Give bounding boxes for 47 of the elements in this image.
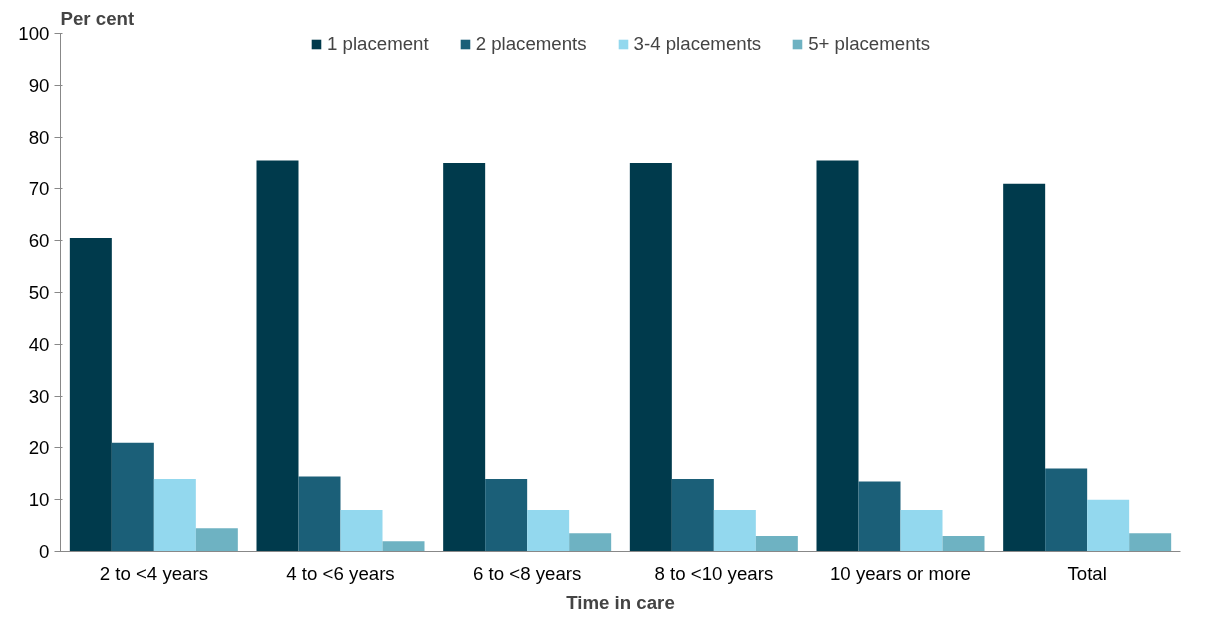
y-tick-label: 80 [28, 126, 50, 148]
y-tick-label: 0 [39, 541, 50, 562]
bar [382, 541, 425, 552]
y-tick-label: 60 [28, 230, 50, 252]
x-tick-label: Total [1067, 562, 1107, 584]
bar [69, 238, 112, 552]
x-tick-label: 10 years or more [829, 562, 972, 584]
bar [755, 535, 798, 552]
y-tick-label: 40 [28, 333, 50, 355]
bar [942, 535, 985, 552]
bar [298, 476, 341, 552]
bar [713, 510, 756, 552]
y-axis-title: Per cent [60, 7, 135, 29]
bar [111, 442, 154, 552]
y-tick-label: 100 [18, 23, 50, 44]
bar [858, 481, 901, 552]
bar [340, 510, 383, 552]
bar [153, 478, 196, 552]
bar [629, 163, 672, 552]
bar [569, 533, 612, 552]
legend-label: 5+ placements [808, 33, 931, 55]
bar [900, 510, 943, 552]
bar [443, 163, 486, 552]
y-tick-label: 70 [28, 178, 50, 200]
bar [1087, 499, 1130, 552]
y-tick-label: 20 [28, 437, 50, 459]
bar [527, 510, 570, 552]
legend-label: 1 placement [326, 33, 429, 55]
bar [1003, 183, 1046, 552]
x-tick-label: 8 to <10 years [654, 562, 774, 584]
bar [256, 160, 299, 552]
y-tick-label: 30 [28, 385, 50, 407]
y-tick-label: 10 [28, 489, 50, 511]
x-tick-label: 4 to <6 years [286, 562, 395, 584]
bar [485, 478, 528, 552]
x-axis-title: Time in care [566, 591, 675, 613]
bar [816, 160, 859, 552]
bar [671, 478, 714, 552]
y-tick-label: 50 [28, 282, 50, 303]
x-tick-label: 6 to <8 years [472, 562, 582, 584]
bar [1129, 533, 1172, 552]
legend-label: 2 placements [475, 33, 587, 55]
x-tick-label: 2 to <4 years [99, 562, 209, 584]
bar [1045, 468, 1088, 552]
legend-label: 3-4 placements [633, 33, 762, 55]
y-tick-label: 90 [28, 74, 50, 96]
bar [195, 528, 238, 552]
